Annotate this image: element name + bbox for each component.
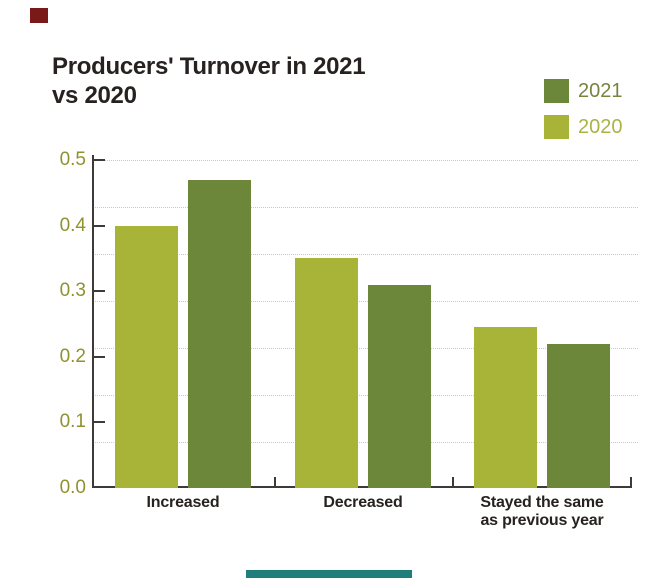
bar-2020-stayed-the-same [474,327,537,488]
bar-2021-decreased [368,285,431,488]
gridline [92,207,638,208]
y-tick [92,421,105,424]
legend-label-2021: 2021 [578,80,623,102]
red-corner-block [30,8,48,23]
teal-footer-block [246,570,412,578]
y-tick-label: 0.3 [59,280,86,302]
bar-2021-increased [188,180,251,488]
y-tick [92,290,105,293]
gridline [92,348,638,349]
x-axis-line [92,486,632,488]
legend-swatch-2021 [544,79,569,103]
legend-label-2020: 2020 [578,116,623,138]
bar-2021-stayed-the-same [547,344,610,488]
gridline [92,254,638,255]
legend-swatch-2020 [544,115,569,139]
y-tick [92,224,105,227]
category-group-3 [452,160,632,488]
y-tick [92,159,105,161]
x-axis-labels: Increased Decreased Stayed the same as pre… [92,494,632,530]
category-boundary-tick [452,477,454,488]
gridline [92,160,638,161]
chart-title: Producers' Turnover in 2021 vs 2020 [52,52,412,110]
x-category-label: Stayed the same as previous year [480,494,604,529]
category-boundary-tick [274,477,276,488]
y-axis-line [92,155,94,488]
plot-area [92,155,638,488]
x-category-label: Decreased [323,494,403,511]
gridline [92,395,638,396]
y-tick-label: 0.2 [59,345,86,367]
legend-item-2020: 2020 [544,115,623,139]
x-category-label: Increased [146,494,220,511]
y-tick-label: 0.0 [59,477,86,498]
chart-legend: 2021 2020 [544,79,623,151]
bar-2020-decreased [295,258,358,488]
gridline [92,442,638,443]
category-boundary-tick [630,477,632,488]
chart-title-line1: Producers' Turnover in 2021 [52,53,366,80]
chart-title-line2: vs 2020 [52,82,137,109]
category-group-1 [92,160,274,488]
y-tick [92,355,105,358]
y-tick-label: 0.4 [59,214,86,236]
bar-2020-increased [115,226,178,488]
y-tick-label: 0.5 [59,149,86,170]
bars-row [92,160,632,488]
y-tick-label: 0.1 [59,411,86,433]
gridline [92,301,638,302]
legend-item-2021: 2021 [544,79,623,103]
category-group-2 [274,160,452,488]
